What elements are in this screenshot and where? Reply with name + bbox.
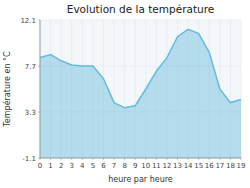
x-tick-label: 15 bbox=[194, 162, 203, 170]
grid-line-y bbox=[40, 20, 241, 21]
x-tick-label: 19 bbox=[237, 162, 246, 170]
chart-container: 012345678910111213141516171819-1.13.37.7… bbox=[0, 0, 250, 188]
y-tick-label: -1.1 bbox=[22, 155, 36, 163]
x-tick bbox=[50, 158, 51, 160]
x-tick bbox=[156, 158, 157, 160]
x-tick-label: 2 bbox=[59, 162, 63, 170]
x-tick bbox=[82, 158, 83, 160]
y-tick bbox=[38, 20, 40, 21]
line bbox=[40, 29, 241, 107]
x-tick bbox=[177, 158, 178, 160]
plot-background bbox=[40, 20, 241, 158]
chart: 012345678910111213141516171819-1.13.37.7… bbox=[0, 0, 250, 188]
x-tick-label: 9 bbox=[133, 162, 137, 170]
area bbox=[40, 29, 241, 158]
x-tick-label: 18 bbox=[226, 162, 235, 170]
title: Evolution de la température bbox=[67, 3, 214, 15]
x-tick bbox=[103, 158, 104, 160]
x-tick bbox=[114, 158, 115, 160]
x-tick bbox=[135, 158, 136, 160]
x-tick bbox=[219, 158, 220, 160]
x-tick bbox=[230, 158, 231, 160]
x-tick bbox=[241, 158, 242, 160]
x-tick-label: 6 bbox=[101, 162, 106, 170]
y-tick bbox=[38, 66, 40, 67]
x-tick bbox=[166, 158, 167, 160]
x-axis-line bbox=[40, 158, 241, 159]
x-axis-label: heure par heure bbox=[108, 175, 173, 184]
y-tick bbox=[38, 112, 40, 113]
y-tick bbox=[38, 158, 40, 159]
y-axis-label: Température en °C bbox=[2, 51, 12, 128]
x-tick bbox=[61, 158, 62, 160]
x-tick-label: 11 bbox=[152, 162, 161, 170]
x-tick-label: 12 bbox=[162, 162, 171, 170]
x-tick-label: 8 bbox=[122, 162, 126, 170]
x-tick-label: 17 bbox=[215, 162, 224, 170]
x-tick bbox=[145, 158, 146, 160]
grid bbox=[40, 20, 241, 158]
x-tick-label: 13 bbox=[173, 162, 182, 170]
x-tick-label: 14 bbox=[184, 162, 193, 170]
x-tick bbox=[92, 158, 93, 160]
grid-line-y bbox=[40, 158, 241, 159]
x-tick-label: 10 bbox=[141, 162, 150, 170]
x-tick-label: 7 bbox=[112, 162, 116, 170]
x-tick-label: 3 bbox=[70, 162, 74, 170]
y-tick-label: 7.7 bbox=[25, 63, 36, 71]
grid-line-x bbox=[40, 20, 41, 158]
x-tick bbox=[71, 158, 72, 160]
x-tick-label: 16 bbox=[205, 162, 214, 170]
x-tick-label: 5 bbox=[91, 162, 95, 170]
x-tick-label: 0 bbox=[38, 162, 42, 170]
y-tick-label: 3.3 bbox=[25, 109, 36, 117]
x-tick bbox=[198, 158, 199, 160]
y-axis-line bbox=[40, 20, 41, 158]
plot-area bbox=[40, 29, 241, 158]
x-tick bbox=[209, 158, 210, 160]
x-tick-label: 4 bbox=[80, 162, 85, 170]
x-tick bbox=[188, 158, 189, 160]
y-tick-label: 12.1 bbox=[20, 17, 36, 25]
x-tick-label: 1 bbox=[48, 162, 52, 170]
x-tick bbox=[124, 158, 125, 160]
